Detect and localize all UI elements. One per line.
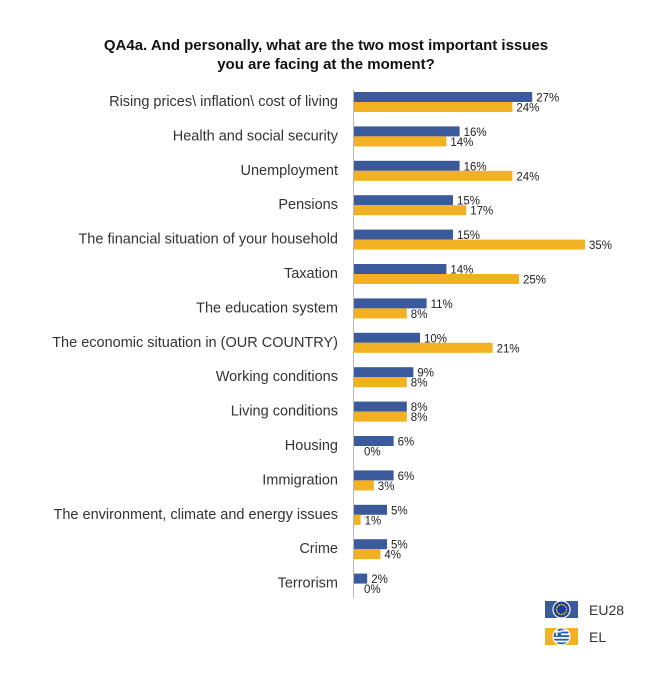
value-label-eu28: 11% [431,299,453,311]
bar-eu28 [354,298,427,309]
greek-flag-icon [552,627,571,646]
bar-el [354,377,407,388]
bar-eu28 [354,470,394,481]
value-label-el: 21% [497,343,520,355]
category-label: Immigration [262,472,338,488]
bar-el [354,342,493,353]
value-label-eu28: 2% [371,574,388,586]
category-label: Terrorism [278,576,338,592]
category-label: Unemployment [240,163,338,179]
value-label-eu28: 6% [398,437,415,449]
value-label-eu28: 6% [398,471,415,483]
value-label-el: 8% [411,378,428,390]
bar-eu28 [354,573,368,584]
value-label-eu28: 15% [457,230,480,242]
bar-el [354,170,513,181]
value-label-el: 25% [523,275,546,287]
category-label: The economic situation in (OUR COUNTRY) [52,335,338,351]
value-label-el: 3% [378,481,395,493]
bar-eu28 [354,367,414,378]
bar-eu28 [354,504,387,515]
chart-title-line-1: QA4a. And personally, what are the two m… [103,37,549,54]
value-label-el: 8% [411,309,428,321]
value-labels: 27%24%16%14%16%24%15%17%15%35%14%25%11%8… [364,93,612,597]
category-label: The financial situation of your househol… [78,232,338,248]
category-label: The environment, climate and energy issu… [53,507,338,523]
value-label-eu28: 5% [391,540,408,552]
value-label-el: 1% [365,515,382,527]
bar-eu28 [354,539,387,550]
category-label: Taxation [284,266,338,282]
value-label-el: 0% [364,584,381,596]
bar-el [354,411,407,422]
value-label-el: 35% [589,240,612,252]
bar-eu28 [354,332,420,343]
category-label: Health and social security [173,128,339,144]
category-label: The education system [196,300,338,316]
chart-title-line-2: you are facing at the moment? [217,56,435,73]
value-label-eu28: 14% [450,265,473,277]
chart-title: QA4a. And personally, what are the two m… [0,36,652,74]
bars [354,92,585,584]
legend-label: EU28 [589,602,624,618]
value-label-eu28: 27% [536,93,559,105]
category-label: Pensions [278,197,338,213]
bar-eu28 [354,160,460,171]
value-label-eu28: 8% [411,402,428,414]
bar-eu28 [354,264,447,274]
legend-label: EL [589,629,606,645]
value-label-el: 0% [364,447,381,459]
category-label: Crime [299,541,338,557]
category-label: Living conditions [231,404,338,420]
bar-el [354,102,513,112]
value-label-el: 14% [450,137,473,149]
bar-eu28 [354,195,453,206]
value-label-el: 8% [411,412,428,424]
eu-flag-icon [552,600,571,619]
value-label-el: 24% [516,103,539,115]
bar-el [354,514,361,525]
value-label-el: 24% [516,171,539,183]
bar-el [354,308,407,319]
bar-el [354,480,374,491]
bar-eu28 [354,436,394,446]
legend-item-el: EL [545,627,606,646]
bar-eu28 [354,229,453,240]
value-label-eu28: 10% [424,333,447,345]
value-label-el: 17% [470,206,493,218]
bar-el [354,239,585,250]
bar-el [354,549,381,560]
category-label: Working conditions [216,369,338,385]
legend: EU28 EL [545,600,624,646]
bar-el [354,274,519,284]
bar-eu28 [354,126,460,137]
value-label-el: 4% [384,550,401,562]
category-label: Housing [285,438,338,454]
category-label: Rising prices\ inflation\ cost of living [109,94,338,110]
bar-el [354,205,467,216]
bar-eu28 [354,92,533,102]
bar-el [354,136,447,147]
legend-item-eu28: EU28 [545,600,624,619]
value-label-eu28: 5% [391,505,408,517]
category-labels: Rising prices\ inflation\ cost of living… [52,94,339,592]
bar-eu28 [354,401,407,412]
value-label-eu28: 16% [464,161,487,173]
value-label-eu28: 15% [457,196,480,208]
value-label-eu28: 16% [464,127,487,139]
value-label-eu28: 9% [417,368,434,380]
